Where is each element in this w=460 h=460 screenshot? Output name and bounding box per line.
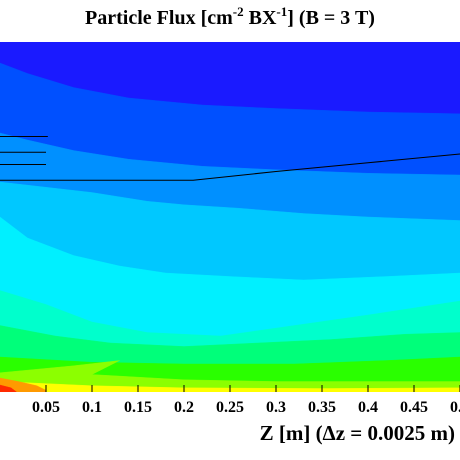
x-axis-tick-marks	[45, 385, 460, 392]
contour-layer	[0, 42, 460, 392]
plot-area	[0, 42, 460, 392]
x-tick-label: 0.45	[400, 399, 428, 416]
chart-title: Particle Flux [cm-2 BX-1] (B = 3 T)	[85, 4, 375, 29]
overlay-lines	[0, 135, 460, 181]
contour-band-11	[0, 384, 17, 392]
overlay-line-1	[0, 153, 460, 181]
contour-band-9	[0, 381, 460, 392]
x-tick-label: 0.3	[266, 399, 286, 416]
x-axis-tick-labels: 0.05 0.1 0.15 0.2 0.25 0.3 0.35 0.4 0.45 0.5	[32, 399, 460, 416]
x-tick-label: 0.05	[32, 399, 60, 416]
x-tick-label: 0.1	[82, 399, 102, 416]
x-axis-label: Z [m] (Δz = 0.0025 m)	[260, 421, 455, 445]
x-tick-label: 0.5	[450, 399, 460, 416]
x-tick-label: 0.25	[216, 399, 244, 416]
x-tick-label: 0.2	[174, 399, 194, 416]
x-tick-label: 0.4	[358, 399, 378, 416]
x-tick-label: 0.35	[308, 399, 336, 416]
x-tick-label: 0.15	[124, 399, 152, 416]
contour-band-8	[0, 360, 460, 392]
